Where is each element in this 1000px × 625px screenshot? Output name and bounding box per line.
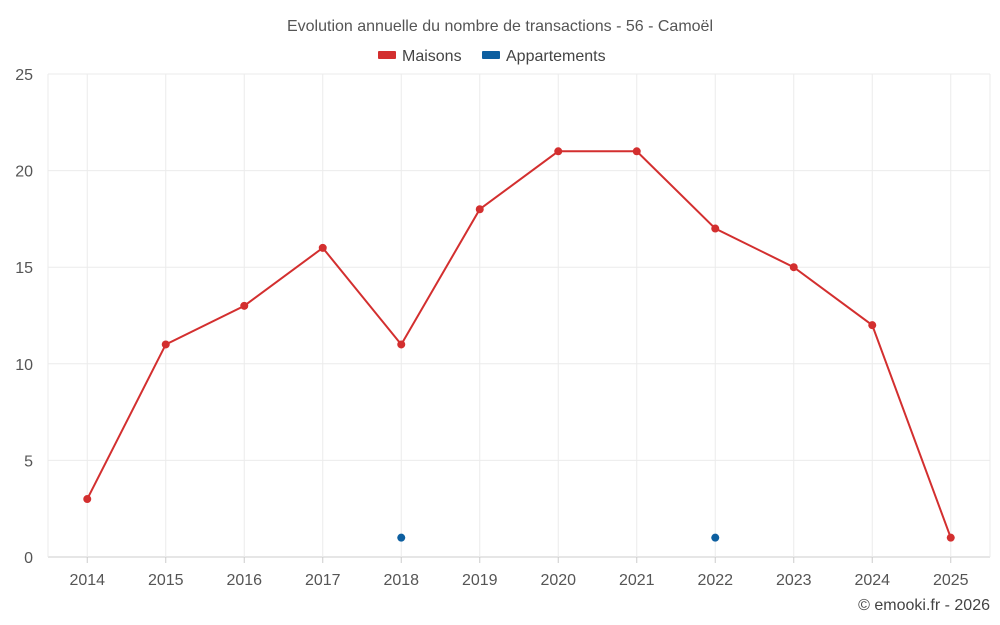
data-point-maisons-2020[interactable]: [554, 147, 563, 156]
x-tick-label: 2024: [854, 572, 890, 589]
series-line-maisons: [86, 150, 952, 539]
y-tick-label: 20: [15, 164, 33, 181]
x-tick-label: 2020: [540, 572, 576, 589]
x-axis-ticks: 2014 2015 2016 2017 2018 2019 2020 2021 2022 2023…: [69, 557, 969, 589]
data-point-appartements-2022[interactable]: [711, 533, 720, 542]
data-point-maisons-2022[interactable]: [711, 224, 720, 233]
grid: [47, 73, 991, 558]
legend-swatch-appartements: [482, 51, 500, 59]
legend-item-maisons[interactable]: Maisons: [378, 48, 462, 65]
y-tick-label: 0: [24, 550, 33, 567]
data-point-maisons-2025[interactable]: [946, 533, 955, 542]
legend-label-appartements: Appartements: [506, 48, 606, 65]
x-tick-label: 2019: [462, 572, 498, 589]
series-layer: [83, 147, 955, 542]
data-point-maisons-2015[interactable]: [161, 340, 170, 349]
data-point-maisons-2014[interactable]: [83, 495, 92, 504]
x-tick-label: 2023: [776, 572, 812, 589]
x-tick-label: 2025: [933, 572, 969, 589]
y-tick-label: 5: [24, 453, 33, 470]
x-tick-label: 2018: [383, 572, 419, 589]
x-tick-label: 2016: [226, 572, 262, 589]
data-point-maisons-2023[interactable]: [789, 263, 798, 272]
data-point-maisons-2024[interactable]: [868, 321, 877, 330]
x-tick-label: 2022: [697, 572, 733, 589]
credit-text: © emooki.fr - 2026: [858, 597, 990, 614]
series-maisons: [83, 147, 955, 542]
chart-title: Evolution annuelle du nombre de transact…: [287, 18, 713, 35]
y-tick-label: 15: [15, 260, 33, 277]
data-point-maisons-2017[interactable]: [318, 243, 327, 252]
legend: Maisons Appartements: [378, 48, 606, 65]
data-point-appartements-2018[interactable]: [397, 533, 406, 542]
legend-item-appartements[interactable]: Appartements: [482, 48, 606, 65]
legend-label-maisons: Maisons: [402, 48, 462, 65]
data-point-maisons-2021[interactable]: [632, 147, 641, 156]
data-point-maisons-2019[interactable]: [475, 205, 484, 214]
data-point-maisons-2018[interactable]: [397, 340, 406, 349]
y-tick-label: 10: [15, 357, 33, 374]
x-tick-label: 2015: [148, 572, 184, 589]
x-tick-label: 2014: [69, 572, 105, 589]
data-point-maisons-2016[interactable]: [240, 301, 249, 310]
y-tick-label: 25: [15, 67, 33, 84]
y-axis-ticks: 0 5 10 15 20 25: [15, 67, 33, 567]
x-tick-label: 2021: [619, 572, 655, 589]
x-tick-label: 2017: [305, 572, 341, 589]
legend-swatch-maisons: [378, 51, 396, 59]
series-appartements: [397, 533, 720, 542]
